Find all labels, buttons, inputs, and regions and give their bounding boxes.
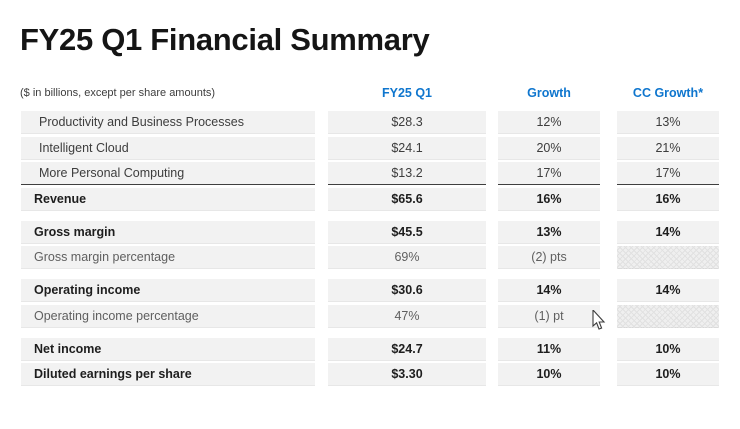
row-label: Revenue	[21, 187, 315, 211]
cell-cc-growth: 21%	[617, 136, 719, 160]
row-label: Operating income percentage	[21, 304, 315, 328]
row-label: Productivity and Business Processes	[21, 111, 315, 134]
row-label: More Personal Computing	[21, 162, 315, 185]
cell-fy25q1: $30.6	[328, 279, 486, 302]
table-row: Diluted earnings per share $3.30 10% 10%	[0, 363, 740, 386]
cell-growth: 13%	[498, 220, 600, 244]
cell-cc-growth-hatched	[617, 246, 719, 269]
row-label: Operating income	[21, 279, 315, 302]
cell-growth: 17%	[498, 162, 600, 185]
cell-fy25q1: $24.7	[328, 337, 486, 361]
cell-growth: 20%	[498, 136, 600, 160]
table-section-3: Operating income $30.6 14% 14% Operating inc…	[0, 279, 740, 328]
cell-cc-growth: 10%	[617, 363, 719, 386]
cell-fy25q1: $28.3	[328, 111, 486, 134]
table-row: Operating income percentage 47% (1) pt	[0, 304, 740, 328]
cell-fy25q1: $3.30	[328, 363, 486, 386]
table-section-4: Net income $24.7 11% 10% Diluted earnings pe…	[0, 337, 740, 386]
cell-fy25q1: $65.6	[328, 187, 486, 211]
cell-cc-growth: 14%	[617, 220, 719, 244]
cell-growth: 12%	[498, 111, 600, 134]
table-header-row: ($ in billions, except per share amounts…	[0, 85, 740, 101]
table-row: Intelligent Cloud $24.1 20% 21%	[0, 136, 740, 160]
row-label: Diluted earnings per share	[21, 363, 315, 386]
cell-fy25q1: 69%	[328, 246, 486, 269]
cell-growth: 16%	[498, 187, 600, 211]
cell-cc-growth: 16%	[617, 187, 719, 211]
table-row: Gross margin percentage 69% (2) pts	[0, 246, 740, 269]
cell-cc-growth: 17%	[617, 162, 719, 185]
cell-fy25q1: $24.1	[328, 136, 486, 160]
table-row: More Personal Computing $13.2 17% 17%	[0, 162, 740, 185]
table-row: Net income $24.7 11% 10%	[0, 337, 740, 361]
cell-cc-growth: 10%	[617, 337, 719, 361]
row-label: Gross margin percentage	[21, 246, 315, 269]
cell-growth: (1) pt	[498, 304, 600, 328]
cell-growth: (2) pts	[498, 246, 600, 269]
cell-cc-growth: 13%	[617, 111, 719, 134]
row-label: Intelligent Cloud	[21, 136, 315, 160]
table-row: Productivity and Business Processes $28.3…	[0, 111, 740, 134]
row-label: Gross margin	[21, 220, 315, 244]
table-row: Gross margin $45.5 13% 14%	[0, 220, 740, 244]
cell-growth: 14%	[498, 279, 600, 302]
table-row: Operating income $30.6 14% 14%	[0, 279, 740, 302]
row-label: Net income	[21, 337, 315, 361]
cell-fy25q1: $45.5	[328, 220, 486, 244]
table-row: Revenue $65.6 16% 16%	[0, 187, 740, 211]
mouse-cursor	[592, 310, 606, 330]
cell-growth: 10%	[498, 363, 600, 386]
page-title: FY25 Q1 Financial Summary	[20, 22, 430, 57]
table-section-2: Gross margin $45.5 13% 14% Gross margin perc…	[0, 220, 740, 269]
cell-fy25q1: $13.2	[328, 162, 486, 185]
column-header-fy25q1: FY25 Q1	[381, 86, 433, 100]
units-note: ($ in billions, except per share amounts…	[20, 87, 216, 99]
financial-table: Productivity and Business Processes $28.3…	[0, 111, 740, 396]
column-header-cc-growth: CC Growth*	[632, 86, 704, 100]
cell-fy25q1: 47%	[328, 304, 486, 328]
table-section-1: Productivity and Business Processes $28.3…	[0, 111, 740, 211]
cell-cc-growth: 14%	[617, 279, 719, 302]
cell-growth: 11%	[498, 337, 600, 361]
cell-cc-growth-hatched	[617, 304, 719, 328]
column-header-growth: Growth	[527, 86, 571, 100]
